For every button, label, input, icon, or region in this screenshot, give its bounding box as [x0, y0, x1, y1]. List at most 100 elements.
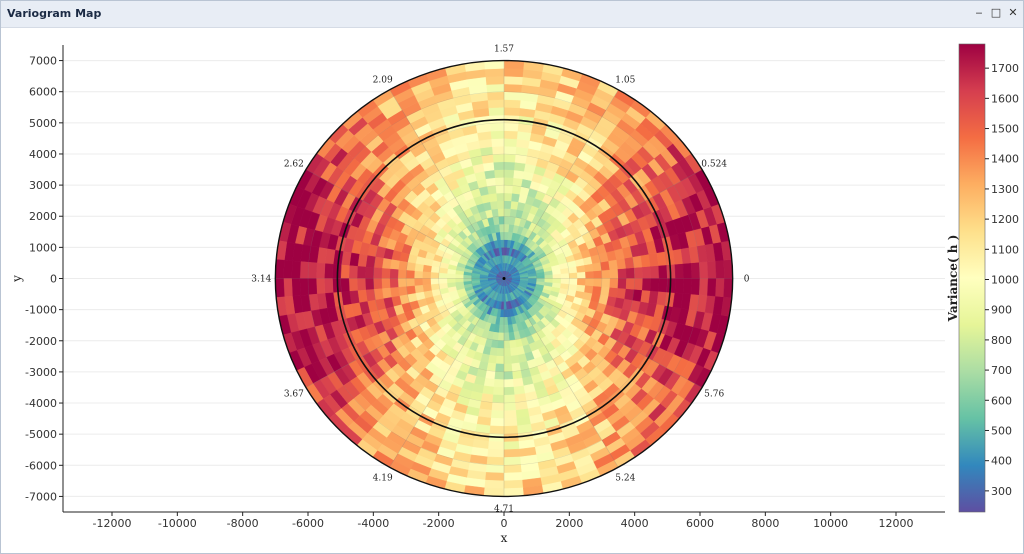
polar-cell	[633, 278, 644, 291]
close-icon[interactable]: ✕	[1008, 6, 1018, 19]
polar-cell	[493, 169, 505, 178]
maximize-icon[interactable]: □	[990, 6, 1002, 19]
polar-cell	[503, 472, 523, 482]
inner-range-ring	[336, 118, 672, 439]
polar-cell	[485, 370, 496, 380]
polar-cell	[503, 487, 525, 497]
polar-cell	[495, 192, 505, 202]
polar-spoke	[503, 169, 703, 279]
polar-cell	[608, 259, 619, 270]
polar-cell	[489, 347, 498, 357]
polar-cell	[484, 68, 505, 78]
polar-cell	[576, 284, 586, 293]
polar-cell	[489, 425, 505, 435]
y-tick-label: -7000	[25, 490, 57, 503]
x-axis-label: x	[501, 531, 508, 545]
polar-cell	[493, 386, 505, 396]
polar-cell	[485, 472, 505, 482]
polar-spoke	[389, 89, 505, 279]
polar-cell	[398, 260, 408, 271]
x-tick-label: 2000	[555, 517, 583, 530]
polar-cell	[503, 332, 510, 341]
x-tick-label: -8000	[227, 517, 259, 530]
polar-cell	[291, 278, 301, 297]
polar-cell	[430, 266, 440, 274]
polar-cell	[503, 247, 508, 256]
polar-ring	[340, 122, 668, 435]
polar-cell	[577, 278, 586, 286]
polar-cell	[503, 153, 516, 163]
colorbar-tick-label: 1100	[991, 243, 1019, 256]
x-tick-label: -10000	[158, 517, 197, 530]
polar-cell	[381, 268, 391, 279]
polar-cell	[592, 285, 602, 295]
x-tick-label: -4000	[357, 517, 389, 530]
polar-cell	[497, 340, 505, 349]
polar-cell	[509, 208, 517, 218]
polar-spoke	[503, 89, 619, 279]
polar-cell	[503, 60, 525, 70]
polar-spoke	[503, 278, 703, 388]
polar-cell	[413, 270, 423, 279]
colorbar-tick-label: 400	[991, 455, 1012, 468]
angle-label: 0.524	[701, 160, 727, 170]
polar-cell	[503, 239, 508, 248]
x-tick-label: 10000	[813, 517, 848, 530]
y-tick-label: 0	[50, 273, 57, 286]
polar-cell	[544, 278, 554, 283]
polar-cell	[585, 270, 595, 279]
polar-cell	[601, 278, 611, 288]
polar-cell	[617, 278, 627, 289]
polar-cell	[723, 278, 733, 298]
polar-cell	[381, 287, 392, 300]
polar-cell	[503, 169, 515, 178]
colorbar-tick-label: 1000	[991, 274, 1019, 287]
polar-cell	[398, 286, 408, 297]
polar-cell	[485, 177, 496, 187]
polar-cell	[491, 402, 505, 412]
polar-cell	[601, 269, 611, 279]
polar-cell	[438, 272, 448, 279]
polar-cell	[510, 200, 519, 210]
colorbar-gradient	[958, 43, 986, 513]
polar-cell	[462, 274, 472, 279]
polar-cell	[568, 283, 578, 291]
polar-cell	[707, 260, 717, 279]
polar-cell	[405, 270, 415, 279]
polar-cell	[275, 278, 285, 298]
polar-cell	[491, 339, 499, 349]
polar-cell	[494, 371, 505, 380]
polar-cell	[430, 272, 440, 279]
polar-cell	[682, 278, 693, 295]
polar-cell	[513, 161, 526, 172]
y-tick-label: 1000	[29, 241, 57, 254]
polar-cell	[650, 278, 660, 292]
polar-cell	[503, 68, 524, 78]
polar-cell	[503, 340, 511, 349]
polar-cell	[389, 259, 400, 270]
polar-cell	[503, 177, 514, 186]
polar-cell	[484, 479, 505, 489]
polar-cell	[503, 223, 510, 233]
polar-cell	[483, 169, 495, 180]
x-tick-label: -12000	[93, 517, 132, 530]
polar-cell	[503, 130, 518, 140]
polar-cell	[494, 177, 505, 186]
polar-cell	[422, 264, 432, 273]
minimize-icon[interactable]: ‒	[975, 6, 983, 19]
angle-label: 1.05	[615, 75, 635, 85]
polar-cell	[625, 278, 635, 290]
polar-cell	[486, 362, 497, 372]
polar-cell	[498, 332, 505, 341]
polar-cell	[560, 272, 570, 279]
polar-cell	[503, 410, 518, 419]
outer-boundary-ring	[274, 59, 734, 498]
y-tick-label: -1000	[25, 304, 57, 317]
polar-cell	[690, 278, 701, 295]
polar-cell	[495, 363, 505, 373]
polar-cell	[536, 278, 546, 283]
colorbar-tick-label: 1300	[991, 183, 1019, 196]
angle-label: 2.09	[373, 75, 393, 85]
polar-cell	[364, 278, 375, 291]
title-bar: Variogram Map ‒ □ ✕	[1, 1, 1023, 28]
